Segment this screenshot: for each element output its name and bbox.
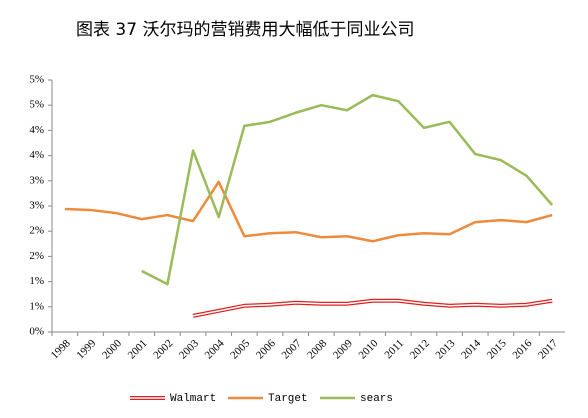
y-tick-label: 1% [29, 275, 44, 287]
x-tick-label: 2005 [228, 337, 252, 361]
x-tick-label: 2006 [254, 337, 278, 361]
legend-label: sears [360, 393, 393, 405]
y-tick-label: 5% [29, 99, 44, 111]
y-tick-label: 2% [29, 225, 44, 237]
legend-label: Target [268, 393, 308, 405]
y-tick-label: 1% [29, 300, 44, 312]
x-tick-label: 2017 [536, 337, 560, 361]
chart-title: 图表 37 沃尔玛的营销费用大幅低于同业公司 [76, 20, 414, 40]
y-tick-label: 3% [29, 174, 44, 186]
x-tick-label: 2002 [151, 337, 175, 361]
y-tick-label: 4% [29, 149, 44, 161]
x-tick-label: 2015 [485, 337, 509, 361]
x-tick-label: 1999 [74, 337, 98, 361]
x-tick-label: 2016 [510, 337, 534, 361]
series-line [141, 93, 554, 286]
y-tick-label: 3% [29, 200, 44, 212]
y-tick-label: 0% [29, 326, 44, 338]
y-tick-label: 2% [29, 250, 44, 262]
x-tick-label: 2008 [305, 337, 329, 361]
x-tick-label: 2009 [331, 337, 355, 361]
series-line [192, 298, 553, 318]
x-tick-label: 2010 [356, 337, 380, 361]
x-tick-label: 2003 [177, 337, 201, 361]
x-tick-label: 2000 [100, 337, 124, 361]
x-tick-label: 2004 [203, 337, 227, 361]
x-tick-label: 1998 [49, 337, 73, 361]
x-tick-label: 2013 [433, 337, 457, 361]
legend-label: Walmart [170, 393, 216, 405]
y-tick-label: 4% [29, 124, 44, 136]
y-tick-label: 5% [29, 74, 44, 86]
x-tick-label: 2011 [382, 337, 406, 361]
series-line-inner [192, 300, 553, 317]
series-line [64, 180, 553, 243]
x-tick-label: 2007 [280, 337, 304, 361]
x-tick-label: 2014 [459, 337, 483, 361]
x-tick-label: 2012 [408, 337, 432, 361]
x-tick-label: 2001 [126, 337, 150, 361]
